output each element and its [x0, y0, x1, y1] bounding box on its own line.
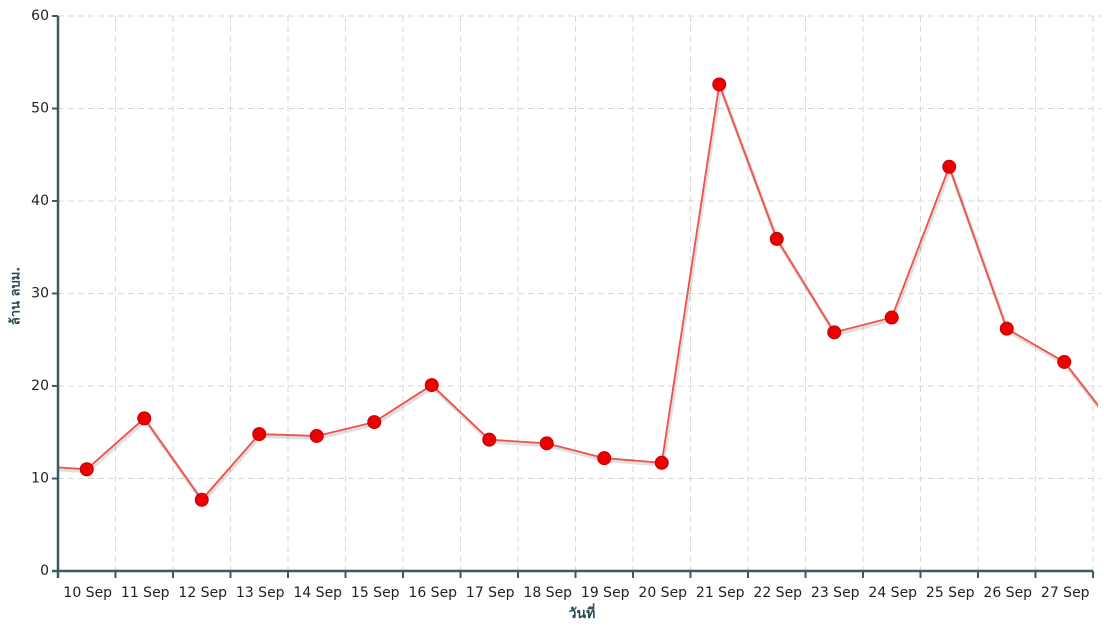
point [597, 451, 612, 466]
y-axis-title: ล้าน ลบม. [8, 267, 24, 325]
y-tick-label: 40 [31, 193, 49, 209]
point [539, 436, 554, 451]
x-tick-label: 15 Sep [351, 585, 400, 601]
axes: 0 10 20 30 40 50 60 10 Sep 11 Sep 12 Sep 13 Sep 14 … [31, 8, 1094, 601]
line [58, 80, 1098, 502]
point [654, 455, 669, 470]
point [999, 321, 1014, 336]
point [137, 411, 152, 426]
point [827, 325, 842, 340]
x-tick-label: 19 Sep [581, 585, 630, 601]
x-tick-label: 26 Sep [983, 585, 1032, 601]
point [252, 427, 267, 442]
point [194, 492, 209, 507]
x-tick-label: 10 Sep [63, 585, 112, 601]
x-tick-label: 22 Sep [753, 585, 802, 601]
x-tick-label: 12 Sep [178, 585, 227, 601]
line-shadow [58, 78, 1098, 506]
y-tick-label: 50 [31, 101, 49, 117]
x-axis-title: วันที่ [569, 603, 596, 622]
x-tick-label: 20 Sep [638, 585, 687, 601]
x-tick-label: 13 Sep [236, 585, 285, 601]
point [79, 462, 94, 477]
point [1057, 354, 1072, 369]
x-tick-label: 16 Sep [408, 585, 457, 601]
x-tick-label: 11 Sep [121, 585, 170, 601]
x-tick-label: 21 Sep [696, 585, 745, 601]
grid [58, 15, 1101, 571]
y-tick-label: 20 [31, 378, 49, 394]
x-tick-label: 17 Sep [466, 585, 515, 601]
x-tick-label: 27 Sep [1041, 585, 1090, 601]
point [309, 428, 324, 443]
point [769, 231, 784, 246]
y-tick-label: 60 [31, 8, 49, 24]
x-tick-label: 25 Sep [926, 585, 975, 601]
y-tick-label: 10 [31, 471, 49, 487]
point [942, 159, 957, 174]
point [712, 77, 727, 92]
point [884, 310, 899, 325]
y-tick-label: 30 [31, 286, 49, 302]
x-tick-label: 14 Sep [293, 585, 342, 601]
series [58, 77, 1098, 507]
point [482, 432, 497, 447]
point [367, 415, 382, 430]
point [424, 378, 439, 393]
x-tick-label: 18 Sep [523, 585, 572, 601]
y-tick-label: 0 [40, 563, 49, 579]
x-tick-label: 23 Sep [811, 585, 860, 601]
x-tick-label: 24 Sep [868, 585, 917, 601]
